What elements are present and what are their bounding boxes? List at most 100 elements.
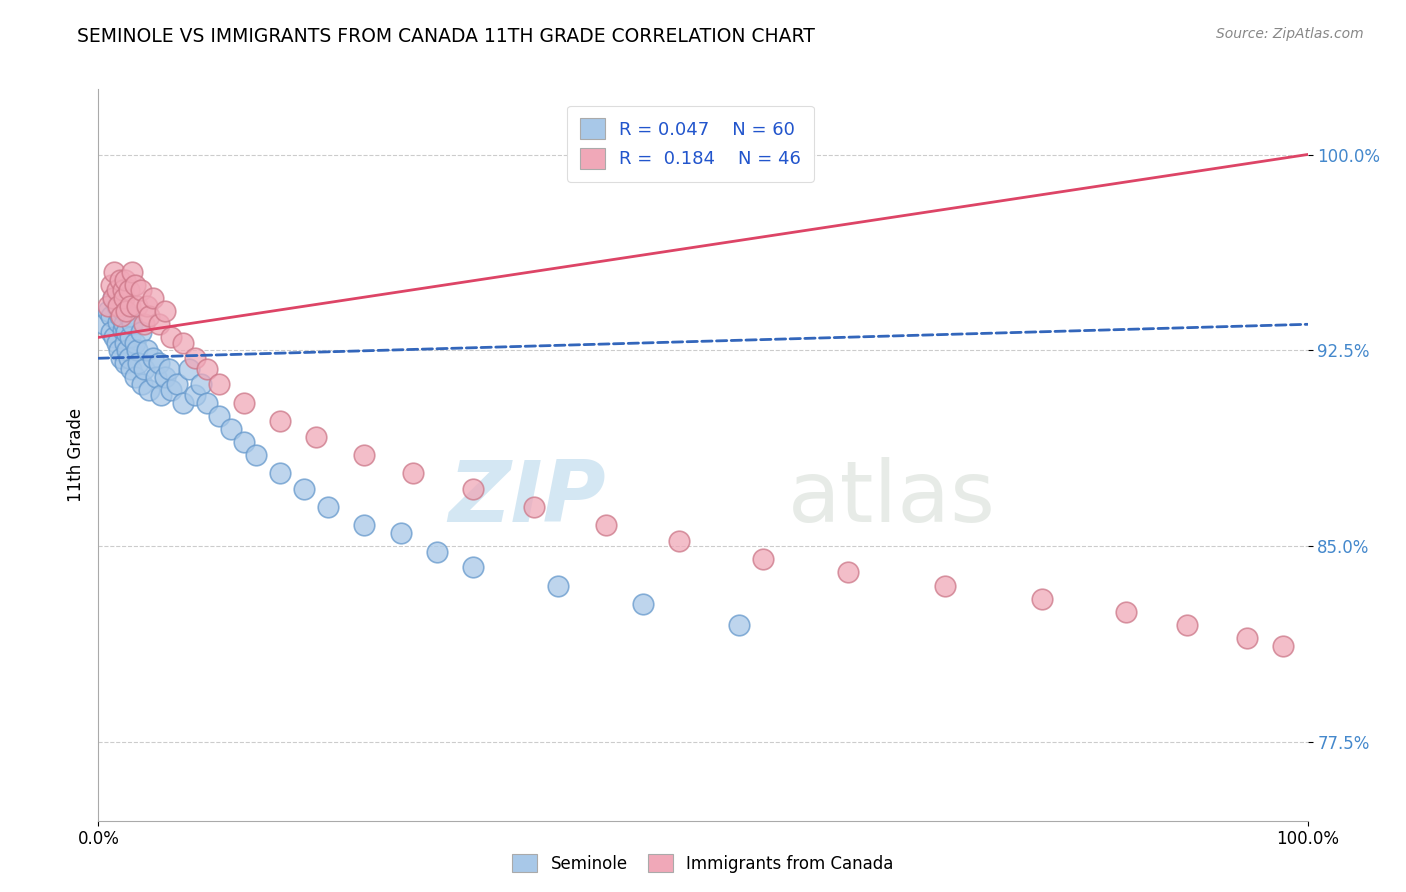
Point [269, 414, 291, 428]
Point [100, 325, 122, 339]
Point [124, 278, 146, 293]
Point [184, 351, 207, 366]
Point [195, 361, 218, 376]
Point [100, 278, 122, 293]
Point [110, 351, 132, 366]
Point [353, 448, 375, 462]
Point [105, 335, 128, 350]
Point [138, 310, 160, 324]
Point [105, 299, 128, 313]
Point [115, 325, 138, 339]
Point [121, 318, 143, 332]
Point [402, 467, 425, 481]
Point [172, 335, 194, 350]
Point [105, 284, 128, 298]
Point [1115, 605, 1137, 619]
Point [110, 310, 132, 324]
Point [114, 273, 136, 287]
Point [153, 304, 176, 318]
Point [752, 552, 775, 566]
Point [166, 377, 188, 392]
Point [190, 377, 212, 392]
Point [1236, 631, 1258, 645]
Point [100, 310, 122, 324]
Point [93, 318, 115, 332]
Text: Source: ZipAtlas.com: Source: ZipAtlas.com [1216, 27, 1364, 41]
Point [668, 534, 690, 549]
Point [148, 356, 170, 370]
Point [129, 325, 152, 339]
Point [134, 318, 156, 332]
Point [595, 518, 617, 533]
Point [837, 566, 859, 580]
Point [728, 617, 751, 632]
Point [127, 343, 149, 358]
Point [208, 409, 231, 423]
Point [426, 544, 449, 558]
Point [463, 482, 485, 496]
Point [316, 500, 339, 515]
Point [118, 284, 141, 298]
Point [138, 383, 160, 397]
Point [179, 361, 201, 376]
Point [208, 377, 231, 392]
Point [107, 315, 129, 329]
Y-axis label: 11th Grade: 11th Grade [66, 408, 84, 502]
Point [118, 310, 141, 324]
Point [1175, 617, 1198, 632]
Legend: Seminole, Immigrants from Canada: Seminole, Immigrants from Canada [506, 847, 900, 880]
Point [150, 388, 173, 402]
Point [245, 448, 267, 462]
Text: atlas: atlas [787, 458, 995, 541]
Point [108, 343, 131, 358]
Point [103, 265, 125, 279]
Point [145, 369, 167, 384]
Point [142, 291, 165, 305]
Point [129, 284, 152, 298]
Point [114, 335, 136, 350]
Point [101, 291, 124, 305]
Point [631, 597, 654, 611]
Point [463, 560, 485, 574]
Point [269, 467, 291, 481]
Point [111, 284, 134, 298]
Point [153, 369, 176, 384]
Point [184, 388, 207, 402]
Point [232, 434, 254, 449]
Point [172, 395, 194, 409]
Point [135, 343, 157, 358]
Point [111, 304, 134, 318]
Text: SEMINOLE VS IMMIGRANTS FROM CANADA 11TH GRADE CORRELATION CHART: SEMINOLE VS IMMIGRANTS FROM CANADA 11TH … [77, 27, 815, 45]
Point [108, 273, 131, 287]
Point [1031, 591, 1053, 606]
Point [134, 361, 156, 376]
Point [115, 304, 138, 318]
Point [142, 351, 165, 366]
Point [195, 395, 218, 409]
Point [389, 526, 412, 541]
Point [118, 330, 141, 344]
Point [127, 299, 149, 313]
Point [121, 265, 143, 279]
Point [118, 351, 141, 366]
Point [221, 422, 243, 436]
Point [118, 299, 141, 313]
Point [131, 377, 153, 392]
Point [124, 369, 146, 384]
Point [160, 383, 183, 397]
Point [157, 361, 180, 376]
Point [112, 318, 135, 332]
Point [120, 361, 142, 376]
Point [111, 322, 134, 336]
Point [107, 299, 129, 313]
Point [112, 291, 135, 305]
Point [97, 304, 120, 318]
Point [124, 335, 146, 350]
Point [108, 310, 131, 324]
Text: ZIP: ZIP [449, 458, 606, 541]
Point [127, 356, 149, 370]
Point [148, 318, 170, 332]
Point [934, 578, 956, 592]
Point [292, 482, 315, 496]
Point [97, 299, 120, 313]
